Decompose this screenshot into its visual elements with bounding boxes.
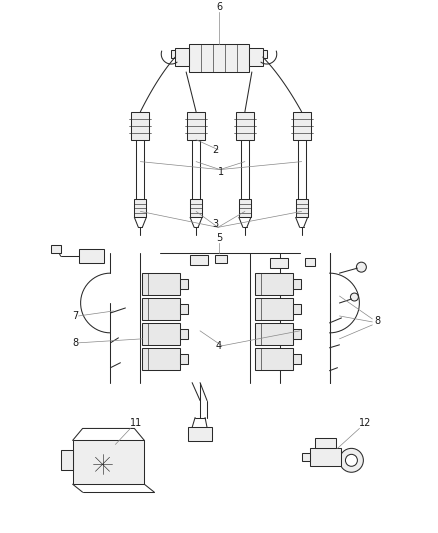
Text: 2: 2 bbox=[212, 144, 218, 155]
Bar bbox=[134, 199, 146, 217]
Text: 8: 8 bbox=[72, 338, 78, 348]
Bar bbox=[175, 48, 189, 66]
Bar bbox=[310, 448, 342, 466]
Bar bbox=[131, 112, 149, 140]
Bar bbox=[78, 249, 103, 263]
Bar bbox=[187, 112, 205, 140]
Bar bbox=[180, 304, 188, 314]
Bar bbox=[293, 279, 300, 289]
Bar bbox=[270, 258, 288, 268]
Bar bbox=[142, 298, 180, 320]
Text: 1: 1 bbox=[218, 167, 224, 176]
Bar bbox=[215, 255, 227, 263]
Text: 11: 11 bbox=[131, 418, 143, 429]
Bar bbox=[142, 323, 180, 345]
Bar bbox=[314, 439, 336, 448]
Bar bbox=[236, 112, 254, 140]
Text: 4: 4 bbox=[216, 341, 222, 351]
Bar bbox=[142, 273, 180, 295]
Bar bbox=[61, 450, 73, 470]
Text: 12: 12 bbox=[360, 418, 372, 429]
Bar bbox=[255, 323, 293, 345]
Bar bbox=[293, 304, 300, 314]
Circle shape bbox=[350, 293, 358, 301]
Bar bbox=[171, 50, 175, 58]
Text: 5: 5 bbox=[216, 233, 222, 243]
Bar bbox=[190, 199, 202, 217]
Bar bbox=[142, 348, 180, 370]
Bar bbox=[190, 255, 208, 265]
Bar bbox=[293, 112, 311, 140]
Bar bbox=[296, 199, 307, 217]
Text: 8: 8 bbox=[374, 316, 381, 326]
Bar bbox=[249, 48, 263, 66]
Bar bbox=[302, 454, 310, 461]
Bar bbox=[239, 199, 251, 217]
Bar bbox=[255, 298, 293, 320]
Bar bbox=[51, 245, 61, 253]
Bar bbox=[255, 348, 293, 370]
Bar bbox=[293, 354, 300, 364]
Bar bbox=[188, 427, 212, 441]
Circle shape bbox=[346, 454, 357, 466]
Bar bbox=[255, 273, 293, 295]
Bar bbox=[304, 258, 314, 266]
Bar bbox=[263, 50, 267, 58]
Bar bbox=[73, 440, 145, 484]
Bar bbox=[293, 329, 300, 339]
Text: 3: 3 bbox=[212, 219, 218, 229]
Text: 6: 6 bbox=[216, 2, 222, 12]
Text: 7: 7 bbox=[72, 311, 78, 321]
Bar bbox=[180, 329, 188, 339]
Bar bbox=[180, 354, 188, 364]
Circle shape bbox=[357, 262, 366, 272]
Bar bbox=[180, 279, 188, 289]
Bar bbox=[189, 44, 249, 72]
Circle shape bbox=[339, 448, 364, 472]
